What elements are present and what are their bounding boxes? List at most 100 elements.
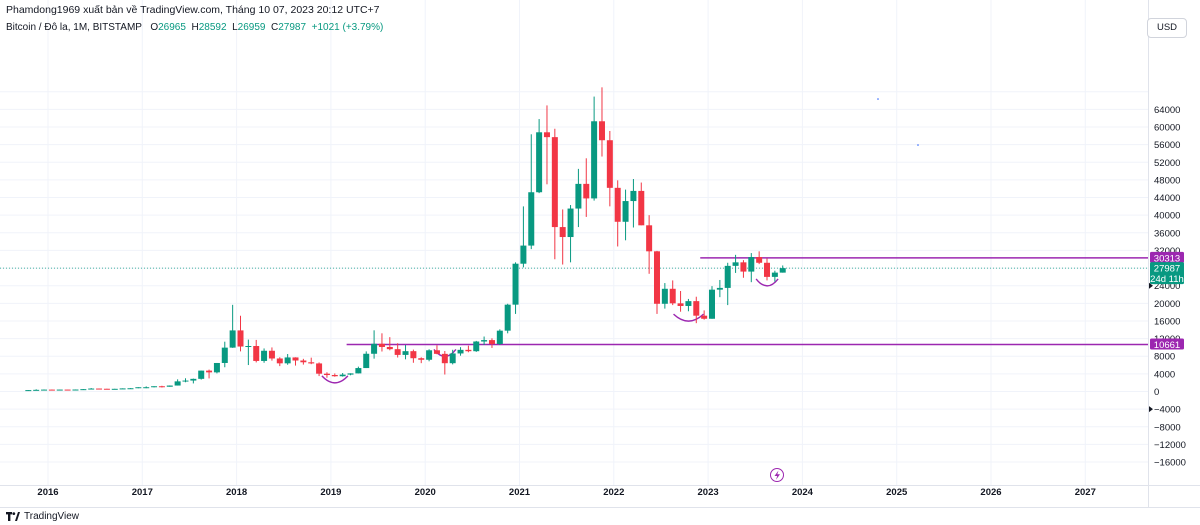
candle-body	[33, 389, 40, 391]
candles	[25, 87, 919, 482]
candle-body	[339, 374, 346, 377]
price-tick-label: 60000	[1154, 123, 1180, 134]
candle-body	[245, 346, 252, 348]
candle-body	[253, 346, 260, 361]
cup-arc	[673, 313, 705, 322]
candle	[158, 385, 165, 388]
candle	[111, 388, 118, 390]
year-tick-label: 2025	[886, 487, 908, 498]
candle-body	[300, 360, 307, 363]
candle-body	[135, 387, 142, 389]
candle	[551, 128, 558, 260]
candle-body	[127, 388, 134, 390]
candle-body	[669, 288, 676, 304]
candle	[56, 389, 63, 391]
drawing-dot	[917, 144, 919, 146]
candle	[701, 310, 708, 320]
candle-body	[473, 341, 480, 352]
candle-body	[583, 183, 590, 199]
candle	[276, 357, 283, 367]
candle-body	[198, 370, 205, 379]
candle-body	[764, 262, 771, 277]
candle	[779, 265, 786, 273]
candle-body	[701, 315, 708, 319]
candle-body	[111, 388, 118, 390]
open-label: O	[150, 22, 159, 33]
symbol-label[interactable]: Bitcoin / Đô la, 1M, BITSTAMP	[6, 22, 142, 33]
candle	[764, 258, 771, 281]
candle	[378, 333, 385, 352]
candle	[64, 389, 71, 391]
candle-body	[182, 380, 189, 382]
candle-body	[72, 389, 79, 391]
candle-body	[638, 190, 645, 226]
candle	[685, 298, 692, 312]
candle	[771, 270, 778, 282]
drawing-dot	[877, 98, 879, 100]
candle	[190, 378, 197, 384]
candle-body	[158, 386, 165, 388]
candle-body	[528, 192, 535, 246]
candle	[748, 253, 755, 283]
price-tick-label: 0	[1154, 387, 1159, 398]
candle-body	[771, 272, 778, 277]
price-tick-label: 4000	[1154, 369, 1175, 380]
candle-body	[449, 353, 456, 364]
candle-body	[323, 373, 330, 376]
candle-body	[536, 132, 543, 193]
candle	[583, 158, 590, 217]
candle	[559, 209, 566, 265]
candle	[135, 387, 142, 389]
candle	[536, 119, 543, 194]
candle-body	[378, 343, 385, 347]
candle-body	[25, 390, 32, 392]
support-badge: 10661	[1150, 338, 1184, 351]
candle-body	[520, 245, 527, 264]
candle	[724, 262, 731, 306]
candle-body	[598, 121, 605, 141]
year-tick-label: 2024	[792, 487, 814, 498]
grid	[0, 0, 1148, 485]
candle	[543, 105, 550, 185]
candle-body	[685, 301, 692, 306]
candle	[433, 345, 440, 355]
candle	[402, 345, 409, 360]
candle	[528, 134, 535, 250]
candle	[669, 280, 676, 306]
candle-body	[512, 263, 519, 305]
low-value: 26959	[237, 22, 266, 33]
price-tick-label: 40000	[1154, 211, 1180, 222]
candle-body	[606, 140, 613, 188]
candle	[709, 286, 715, 319]
high-label: H	[191, 22, 199, 33]
candle	[410, 349, 417, 363]
candle-body	[355, 368, 362, 374]
candle-body	[190, 378, 197, 381]
candle	[166, 385, 173, 387]
candle-body	[213, 362, 220, 373]
candle-body	[56, 389, 63, 391]
candle-body	[48, 389, 55, 391]
candle	[331, 373, 338, 377]
candle-body	[559, 227, 566, 238]
events-marker-icon	[770, 468, 784, 482]
price-tick-label: 48000	[1154, 175, 1180, 186]
currency-button[interactable]: USD	[1147, 18, 1187, 38]
candle-body	[229, 330, 236, 348]
candle	[363, 351, 370, 369]
candle	[127, 388, 134, 390]
candle	[174, 379, 181, 386]
candle-body	[151, 386, 158, 388]
candle	[347, 373, 354, 376]
candle-body	[88, 388, 95, 390]
price-tick-label: 44000	[1154, 193, 1180, 204]
candle-body	[410, 351, 417, 359]
candle-body	[237, 330, 244, 347]
candle-body	[292, 357, 299, 361]
candle	[151, 386, 158, 388]
candle	[638, 182, 645, 226]
candle-body	[693, 301, 700, 316]
candle	[206, 369, 213, 379]
candle-body	[386, 346, 393, 350]
